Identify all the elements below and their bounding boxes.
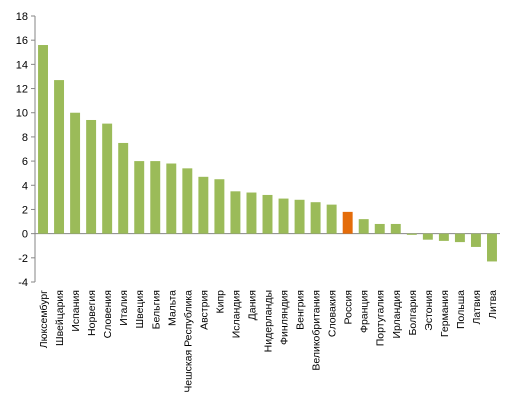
bar-6 [118, 142, 129, 234]
bar-7 [134, 161, 145, 234]
x-category-label: Ирландия [391, 290, 403, 338]
x-category-label: Кипр [214, 290, 226, 314]
y-tick-label: 6 [22, 156, 28, 168]
x-category-label: Италия [118, 290, 130, 326]
bar-24 [406, 233, 417, 235]
y-axis-ticks: -4 -2 0 2 4 6 8 10 12 14 16 18 [16, 11, 35, 289]
bar-19 [326, 204, 337, 234]
bar-29 [487, 233, 497, 262]
bar-16 [278, 198, 289, 234]
x-category-label: Германия [439, 290, 451, 337]
bar-14 [246, 192, 257, 234]
bar-11 [198, 176, 209, 234]
y-tick-label: 10 [16, 108, 28, 120]
x-category-label: Люксембург [38, 290, 50, 348]
y-tick-label: 14 [16, 59, 28, 71]
x-category-label: Австрия [198, 290, 210, 330]
bar-18 [310, 202, 321, 234]
bar-20 [342, 211, 353, 234]
x-category-label: Словакия [327, 290, 339, 337]
y-tick-label: 12 [16, 84, 28, 96]
bar-21 [358, 219, 369, 234]
bar-17 [294, 199, 305, 234]
x-category-label: Исландия [230, 290, 242, 338]
bar-2 [54, 80, 65, 234]
bar-27 [454, 233, 465, 243]
y-tick-label: 16 [16, 35, 28, 47]
y-tick-label: 4 [22, 180, 28, 192]
x-category-label: Нидерланды [263, 290, 275, 352]
x-category-label: Литва [487, 290, 499, 319]
bar-15 [262, 194, 273, 234]
x-category-label: Швейцария [54, 290, 66, 346]
x-category-label: Великобритания [311, 290, 323, 371]
x-category-label: Мальта [166, 290, 178, 326]
x-category-label: Россия [343, 290, 355, 324]
x-category-label: Польша [455, 290, 467, 329]
bar-12 [214, 179, 225, 234]
bar-9 [166, 163, 177, 234]
bar-28 [470, 233, 481, 247]
x-category-label: Испания [70, 290, 82, 332]
bar-23 [390, 223, 401, 234]
y-tick-label: -2 [18, 253, 28, 265]
bars [38, 45, 497, 262]
x-category-label: Финляндия [279, 290, 291, 345]
bar-13 [230, 191, 241, 234]
bar-1 [38, 45, 48, 234]
bar-3 [70, 112, 81, 234]
bar-26 [438, 233, 449, 241]
x-category-label: Словения [102, 290, 114, 338]
y-tick-label: 8 [22, 132, 28, 144]
bar-22 [374, 223, 385, 234]
axes [34, 16, 500, 282]
x-category-label: Болгария [407, 290, 419, 335]
x-category-label: Дания [246, 290, 258, 320]
x-category-label: Португалия [375, 290, 387, 346]
y-tick-label: 2 [22, 204, 28, 216]
y-tick-label: 0 [22, 229, 28, 241]
bar-25 [422, 233, 433, 240]
x-axis-labels: Люксембург Швейцария Испания Норвегия Словен… [38, 290, 499, 393]
bar-8 [150, 161, 161, 234]
bar-5 [102, 123, 113, 234]
x-category-label: Франция [359, 290, 371, 333]
x-category-label: Эстония [423, 290, 435, 331]
x-category-label: Венгрия [295, 290, 307, 330]
x-category-label: Латвия [471, 290, 483, 324]
x-category-label: Норвегия [86, 290, 98, 336]
bar-10 [182, 168, 193, 234]
x-category-label: Чешская Республика [182, 290, 194, 393]
x-category-label: Бельгия [150, 290, 162, 329]
y-tick-label: -4 [18, 277, 28, 289]
y-tick-label: 18 [16, 11, 28, 23]
x-category-label: Швеция [134, 290, 146, 329]
bar-4 [86, 119, 97, 234]
